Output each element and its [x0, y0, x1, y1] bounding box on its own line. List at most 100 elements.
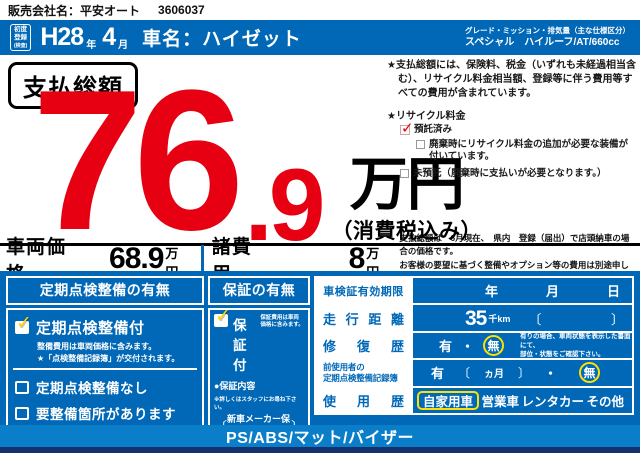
recycle-deposited-row[interactable]: ✓ 預託済み — [400, 120, 637, 137]
equipment-bar: PS/ABS/マット/バイザー — [0, 425, 640, 447]
maintenance-with-row[interactable]: ✓ 定期点検整備付 — [15, 313, 195, 338]
usage-label-cell: 使用歴 — [316, 387, 413, 414]
badge-line1: 初度 — [14, 26, 28, 34]
warranty-title: 保証の有無 — [208, 276, 310, 305]
checked-checkbox[interactable]: ✓ — [15, 313, 32, 334]
mileage-number: 35 — [465, 306, 487, 330]
usage-commercial: 営業車 — [481, 394, 519, 409]
check-icon: ✓ — [215, 306, 231, 327]
usage-value: 自家用車 営業車 レンタカー その他 — [413, 388, 632, 413]
bracket-close: 〕 — [518, 366, 531, 381]
dealer-bar: 販売会社名：平安オート 3606037 — [0, 0, 640, 20]
warranty-with-note: 保証費用は車両価格に含みます。 — [260, 315, 304, 329]
vehicle-price-value: 68.9 — [109, 241, 164, 275]
badge-line2: 登録 — [14, 34, 28, 42]
dot-separator: ・ — [544, 366, 558, 382]
total-price-notes: ★支払総額には、保険料、税金（いずれも未経過相当含む）、リサイクル料金相当額、登… — [387, 59, 637, 181]
price-unit: 万円 — [349, 152, 465, 217]
warranty-content-row: ●保証内容 ※詳しくはスタッフにお尋ね下さい。 — [214, 379, 304, 411]
badge-line3: (検査) — [14, 42, 28, 49]
divider — [13, 368, 197, 371]
maintenance-needs-label: 要整備箇所があります — [36, 407, 176, 423]
warranty-with-row[interactable]: ✓ 保証付 保証費用は車両価格に含みます。 — [214, 306, 304, 374]
check-icon: ✓ — [401, 120, 414, 138]
registration-month: 4 — [102, 23, 116, 51]
details-table: 車検証有効期限 年 月 日 走行距離 35 千km — [314, 276, 634, 415]
car-name: 車名：ハイゼット — [142, 29, 302, 50]
price-decimal: .9 — [244, 148, 325, 263]
price-breakdown-bar: 車両価格 68.9 万円 諸費用 8 万円 支払総額は 6月現在、 県内 登録（… — [0, 233, 640, 285]
grade-info: グレード・ミッション・排気量（主な仕様区分） スペシャル ハイルーフ/AT/66… — [465, 26, 630, 50]
maintenance-without-row[interactable]: 定期点検整備なし — [15, 377, 195, 397]
repair-yes: 有 — [439, 339, 453, 355]
service-record-row: 前使用者の 定期点検整備記録簿 有 〔 ヵ月 〕 ・ 無 — [316, 360, 632, 388]
month-unit: 月 — [118, 40, 129, 51]
checked-checkbox[interactable]: ✓ — [214, 306, 231, 327]
price-integer: 76 — [32, 49, 244, 272]
inspection-label-cell: 車検証有効期限 — [316, 278, 413, 304]
recycle-notdeposited-row[interactable]: 未預託（廃棄時に支払いが必要となります。） — [400, 168, 637, 180]
mileage-unit: 千km — [488, 313, 511, 324]
bracket-open: 〔 — [458, 366, 471, 381]
dot-separator: ・ — [461, 339, 475, 355]
warranty-with-label: 保証付 — [233, 318, 247, 373]
year-placeholder: 年 — [485, 284, 499, 300]
warranty-content-note: ※詳しくはスタッフにお尋ね下さい。 — [214, 397, 297, 411]
total-note: ★支払総額には、保険料、税金（いずれも未経過相当含む）、リサイクル料金相当額、登… — [387, 60, 636, 99]
dealer-name: 販売会社名：平安オート — [8, 3, 141, 18]
inspection-value: 年 月 日 — [413, 278, 632, 303]
record-label-line2: 定期点検整備記録簿 — [323, 372, 398, 383]
usage-rental: レンタカー — [521, 394, 584, 409]
grade-caption: グレード・ミッション・排気量（主な仕様区分） — [465, 25, 630, 35]
details-column: 車検証有効期限 年 月 日 走行距離 35 千km — [314, 276, 634, 415]
repair-no-circled: 無 — [483, 335, 505, 357]
inspection-label: 車検証有効期限 — [323, 285, 404, 298]
record-label-line1: 前使用者の — [323, 362, 365, 373]
repair-note-line1: 有りの場合、車両状態を表示した書面にて、 — [520, 332, 631, 349]
header-bar: 初度 登録 (検査) H28 年 4 月 車名：ハイゼット グレード・ミッション… — [0, 20, 640, 55]
maintenance-without-label: 定期点検整備なし — [36, 381, 148, 397]
recycle-extra-row[interactable]: 廃棄時にリサイクル料金の追加が必要な装備が付いています。 — [416, 139, 637, 164]
mileage-label-cell: 走行距離 — [316, 305, 413, 331]
record-no-circled: 無 — [579, 362, 601, 384]
pricebar-note-line1: 支払総額は 6月現在、 県内 登録（届出）で店頭納車の場合の価格です。 — [399, 233, 630, 257]
usage-label: 使用歴 — [323, 393, 404, 409]
checked-checkbox[interactable]: ✓ — [400, 120, 414, 137]
record-label-cell: 前使用者の 定期点検整備記録簿 — [316, 360, 413, 386]
bracket-close: 〕 — [610, 311, 624, 327]
year-unit: 年 — [86, 40, 97, 51]
first-registration-badge: 初度 登録 (検査) — [10, 24, 32, 51]
maintenance-needs-row[interactable]: 要整備箇所があります — [15, 403, 195, 423]
mileage-label: 走行距離 — [323, 311, 404, 327]
record-value: 有 〔 ヵ月 〕 ・ 無 — [413, 360, 632, 385]
repair-note: 有りの場合、車両状態を表示した書面にて、 部位・状態をご確認下さい。 — [520, 332, 632, 359]
unchecked-checkbox[interactable] — [15, 380, 29, 394]
total-price: 76 .9 万円 （消費税込み） — [32, 49, 482, 272]
bracket-open: 〔 — [528, 311, 542, 327]
check-icon: ✓ — [16, 313, 32, 334]
maintenance-column: 定期点検整備の有無 ✓ 定期点検整備付 整備費用は車両価格に含みます。 ★「点検… — [6, 276, 204, 453]
repair-note-line2: 部位・状態をご確認下さい。 — [520, 351, 605, 359]
mileage-row: 走行距離 35 千km 〔 〕 — [316, 305, 632, 333]
usage-other: その他 — [586, 394, 624, 409]
divider — [200, 244, 204, 273]
usage-private-selected: 自家用車 — [417, 390, 480, 410]
repair-label-cell: 修復歴 — [316, 332, 413, 359]
day-placeholder: 日 — [606, 284, 620, 300]
bottom-strip — [0, 447, 640, 453]
maintenance-with-note: 整備費用は車両価格に含みます。 ★「点検整備記録簿」が交付されます。 — [37, 341, 197, 364]
record-yes: 有 — [431, 366, 445, 382]
unchecked-checkbox[interactable] — [15, 406, 29, 420]
total-price-label: 支払総額 — [8, 62, 138, 109]
fees-value: 8 — [348, 241, 366, 275]
unchecked-checkbox[interactable] — [400, 169, 409, 179]
unchecked-checkbox[interactable] — [416, 139, 425, 149]
equipment-list: PS/ABS/マット/バイザー — [226, 430, 414, 447]
recycle-fee-title: ★リサイクル料金 — [387, 111, 466, 123]
repair-label: 修復歴 — [323, 339, 404, 355]
deposited-label: 預託済み — [414, 124, 453, 136]
maintenance-with-label: 定期点検整備付 — [36, 320, 145, 337]
maintenance-note-line1: 整備費用は車両価格に含みます。 — [37, 342, 157, 351]
condition-section: 定期点検整備の有無 ✓ 定期点検整備付 整備費用は車両価格に含みます。 ★「点検… — [0, 271, 640, 453]
